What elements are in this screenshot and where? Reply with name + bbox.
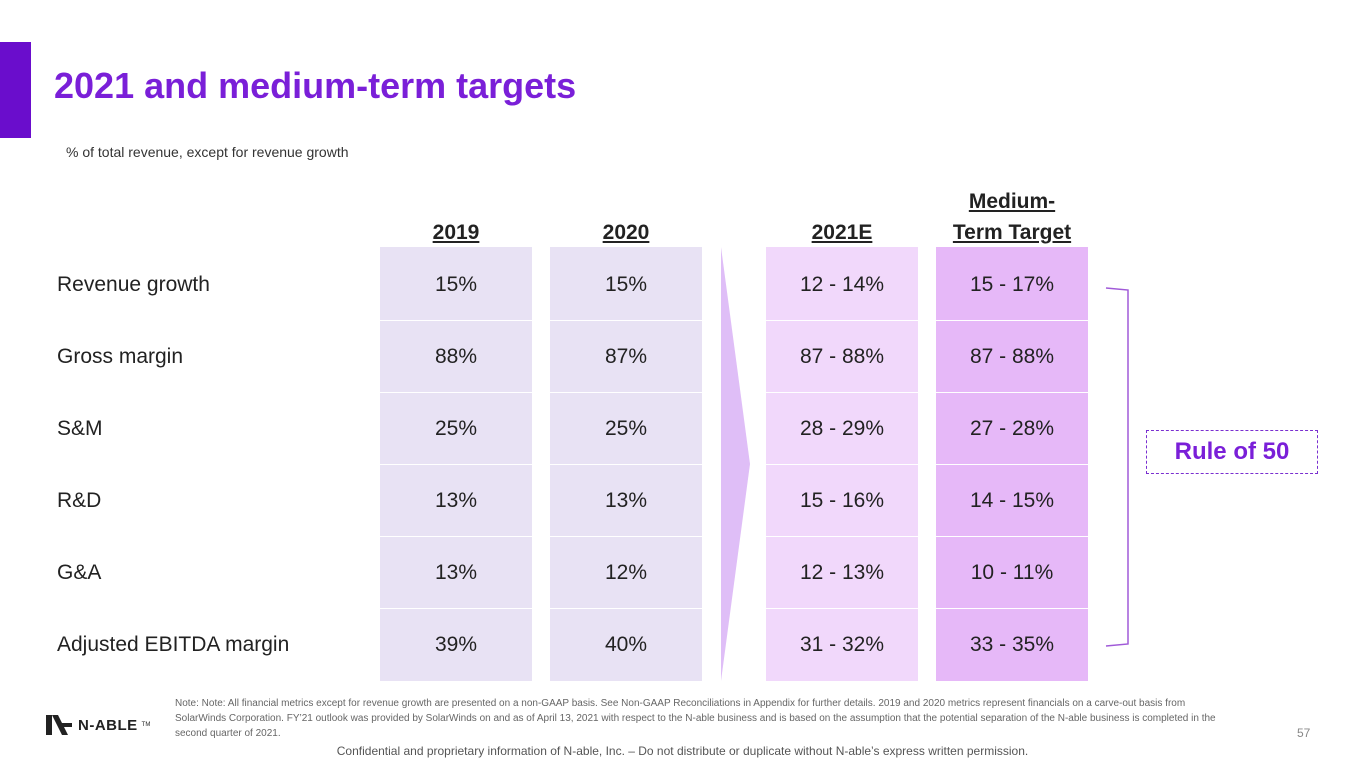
table-cell: 15% (380, 249, 532, 321)
row-label-gross-margin: Gross margin (57, 345, 184, 368)
n-able-mark-icon (46, 715, 72, 735)
table-cell: 39% (434, 633, 478, 656)
row-label-ga: G&A (57, 561, 102, 584)
table-cell: 13% (380, 465, 532, 537)
table-cell: 13% (380, 537, 532, 609)
table-cell: 25% (550, 393, 702, 465)
n-able-logo: N-ABLE TM (46, 715, 150, 735)
table-cell: 88% (380, 321, 532, 393)
logo-trademark: TM (141, 722, 151, 728)
row-label-sm: S&M (57, 417, 103, 440)
rule-of-50-callout: Rule of 50 (1146, 430, 1318, 474)
table-cell: 25% (380, 393, 532, 465)
table-cell: 40% (604, 633, 648, 656)
table-cell: 31 - 32% (799, 633, 885, 656)
header-2021e: 2021E (811, 221, 873, 244)
header-2019: 2019 (432, 221, 480, 244)
subtitle: % of total revenue, except for revenue g… (66, 144, 349, 160)
row-label-revenue-growth: Revenue growth (57, 273, 210, 296)
row-label-adjusted-ebitda-margin: Adjusted EBITDA margin (57, 633, 290, 656)
table-cell: 27 - 28% (936, 393, 1088, 465)
table-cell: 87% (550, 321, 702, 393)
accent-bar (0, 42, 31, 138)
table-cell: 12% (550, 537, 702, 609)
table-cell: 33 - 35% (969, 633, 1055, 656)
footnote: Note: Note: All financial metrics except… (175, 698, 1216, 739)
chevron-arrow-icon (721, 247, 750, 681)
table-cell: 12 - 13% (766, 537, 918, 609)
table-cell: 12 - 14% (766, 249, 918, 321)
table-cell: 10 - 11% (936, 537, 1088, 609)
table-cell: 13% (550, 465, 702, 537)
confidential-notice: Confidential and proprietary information… (336, 744, 1029, 758)
page-title: 2021 and medium-term targets (54, 65, 577, 106)
page-number: 57 (1297, 726, 1311, 740)
header-medium-term-line2: Term Target (952, 221, 1072, 244)
table-cell: 28 - 29% (766, 393, 918, 465)
table-cell: 87 - 88% (766, 321, 918, 393)
logo-text: N-ABLE (78, 716, 138, 734)
table-cell: 15 - 16% (766, 465, 918, 537)
header-medium-term-line1: Medium- (968, 190, 1056, 213)
row-label-rd: R&D (57, 489, 102, 512)
bracket-icon (1105, 287, 1129, 647)
table-cell: 87 - 88% (936, 321, 1088, 393)
table-cell: 15% (550, 249, 702, 321)
table-cell: 15 - 17% (936, 249, 1088, 321)
table-cell: 14 - 15% (936, 465, 1088, 537)
header-2020: 2020 (602, 221, 650, 244)
